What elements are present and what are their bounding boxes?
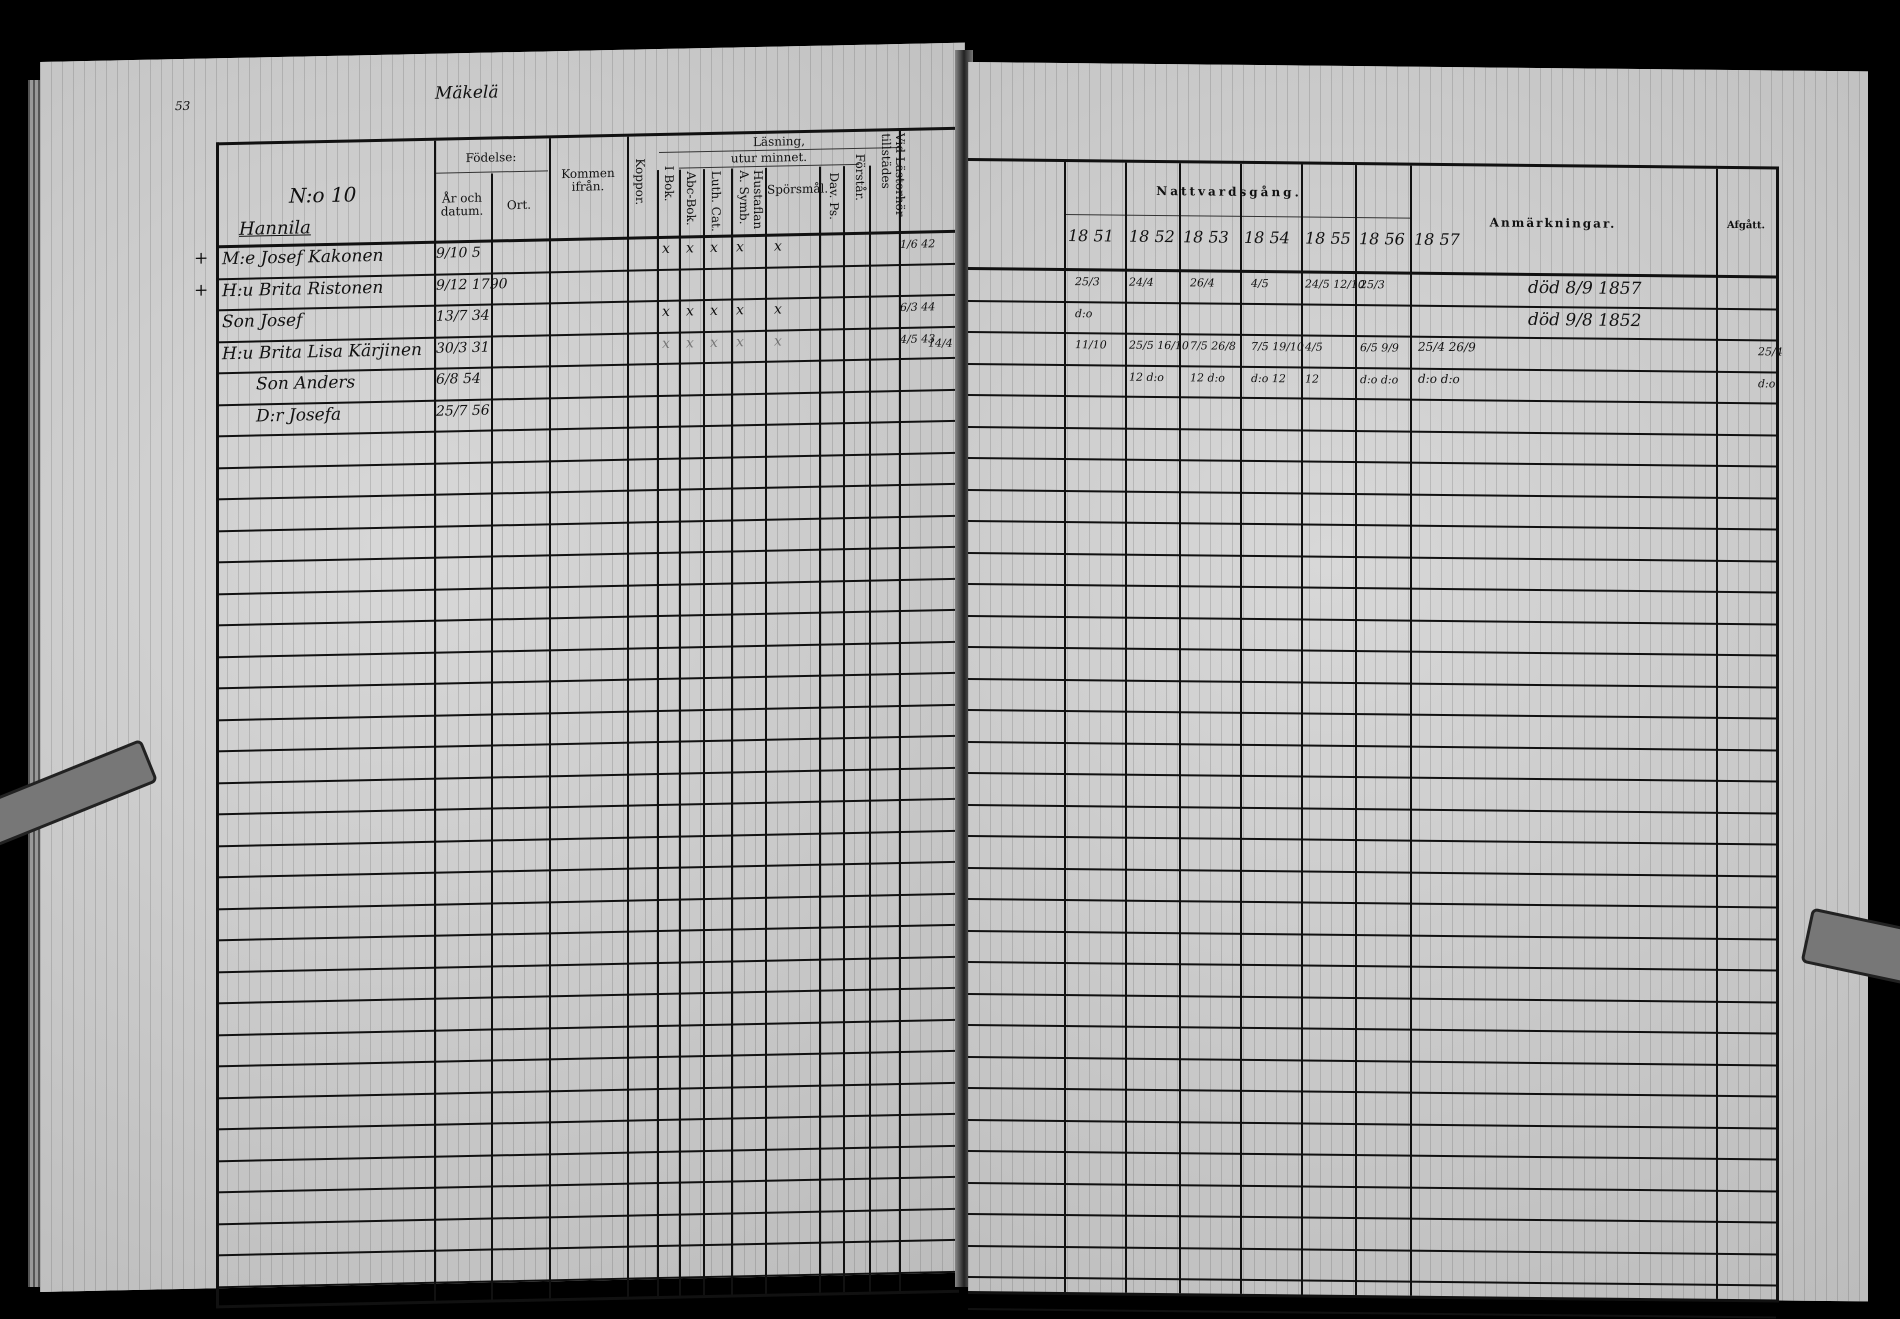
village-name: Mäkelä	[435, 82, 499, 104]
birth-date: 9/10 5	[436, 244, 481, 262]
reading-mark: x	[686, 303, 694, 320]
communion-date: 24/5 12/10	[1305, 277, 1365, 292]
remark: död 9/8 1852	[1528, 309, 1642, 331]
communion-date: 4/5	[1305, 340, 1323, 354]
year-header: 18 51	[1068, 226, 1114, 246]
header-luth-cat: Luth. Cat.	[709, 170, 723, 232]
lastorhor-entry: 1/6 42	[900, 237, 936, 251]
person-name: H:u Brita Ristonen	[222, 277, 384, 301]
afgatt-entry: 25/4	[1758, 345, 1783, 359]
right-page: Nattvardsgång. 18 51 18 52 18 53 18 54 18 55…	[928, 62, 1868, 1318]
header-i-bok: I Bok.	[662, 165, 676, 202]
reading-mark: x	[686, 240, 694, 257]
lastorhor-entry: 6/3 44	[900, 300, 936, 314]
reading-mark: x	[686, 334, 694, 351]
reading-mark: x	[710, 334, 718, 351]
communion-date: 14/4	[928, 336, 953, 350]
birth-date: 25/7 56	[436, 402, 490, 420]
page-number: 53	[175, 98, 191, 114]
header-vid-lastorhor: Vid Lästorhör tillstädes	[879, 133, 907, 217]
reading-mark: x	[662, 335, 670, 352]
header-forstar: Förstår.	[853, 153, 867, 201]
communion-date: 4/5	[1251, 276, 1269, 291]
margin-mark: +	[194, 279, 209, 301]
reading-mark: x	[774, 238, 782, 255]
person-name: D:r Josefa	[256, 404, 342, 426]
remark: 25/4 26/9	[1418, 339, 1476, 355]
header-nattvardsgang: Nattvardsgång.	[1156, 183, 1302, 200]
reading-mark: x	[710, 239, 718, 256]
communion-date: d:o	[1075, 306, 1093, 320]
remark: död 8/9 1857	[1528, 277, 1642, 300]
reading-mark: x	[662, 240, 670, 257]
header-ort: Ort.	[506, 197, 532, 213]
communion-date: 26/4	[1190, 276, 1215, 290]
person-name: M:e Josef Kakonen	[222, 245, 384, 270]
reading-mark: x	[662, 303, 670, 320]
reading-mark: x	[710, 302, 718, 319]
communion-date: d:o 12	[1251, 371, 1286, 385]
communion-date: 11/10	[1075, 338, 1107, 352]
birth-date: 6/8 54	[436, 370, 481, 388]
person-name: H:u Brita Lisa Kärjinen	[222, 339, 422, 364]
header-ar-och-datum: År och datum.	[440, 190, 484, 219]
header-koppor: Koppor.	[633, 158, 647, 206]
table-row	[968, 1276, 1776, 1318]
year-header: 18 54	[1244, 227, 1290, 248]
header-fodelse: Födelse:	[465, 150, 517, 166]
year-header: 18 53	[1183, 227, 1229, 247]
header-sporsmal: Spörsmål.	[767, 181, 829, 197]
reading-mark: x	[774, 301, 782, 318]
year-header: 18 56	[1359, 229, 1405, 249]
communion-date: 25/3	[1360, 278, 1385, 292]
margin-mark: +	[194, 248, 209, 269]
reading-mark: x	[736, 239, 744, 256]
birth-date: 30/3 31	[436, 339, 490, 357]
communion-date: 25/3	[1075, 275, 1100, 289]
communion-date: 7/5 19/10	[1251, 339, 1304, 354]
reading-mark: x	[736, 333, 744, 350]
communion-date: 24/4	[1129, 275, 1154, 289]
communion-date: 7/5 26/8	[1190, 339, 1236, 353]
communion-date: 12 d:o	[1190, 370, 1225, 385]
header-anmarkningar: Anmärkningar.	[1489, 215, 1617, 231]
household-number: N:o 10	[289, 182, 357, 208]
reading-mark: x	[736, 302, 744, 319]
farm-name: Hannila	[239, 217, 311, 240]
person-name: Son Josef	[222, 310, 303, 333]
afgatt-entry: d:o	[1758, 376, 1776, 390]
birth-date: 13/7 34	[436, 307, 490, 325]
communion-date: d:o d:o	[1360, 372, 1399, 387]
header-hustaflan: Hustaflan A. Symb.	[737, 169, 765, 230]
communion-date: 12	[1305, 372, 1319, 386]
year-header: 18 57	[1414, 229, 1460, 250]
communion-date: 6/5 9/9	[1360, 341, 1399, 355]
birth-date: 9/12 1790	[436, 275, 508, 294]
year-header: 18 55	[1305, 228, 1351, 249]
person-name: Son Anders	[256, 372, 356, 395]
header-dav-ps: Dav. Ps.	[827, 172, 841, 220]
header-kommen-ifran: Kommen ifrån.	[561, 165, 615, 194]
communion-date: 25/5 16/10	[1129, 338, 1189, 353]
remark: d:o d:o	[1418, 371, 1460, 386]
communion-date: 12 d:o	[1129, 370, 1164, 384]
reading-mark: x	[774, 332, 782, 350]
header-afgatt: Afgått.	[1726, 219, 1766, 232]
year-header: 18 52	[1129, 226, 1175, 247]
header-abc-bok: Abc-Bok.	[684, 171, 698, 226]
left-page: 53 Mäkelä N:o 10 Hannila Födelse: År och…	[40, 42, 965, 1309]
